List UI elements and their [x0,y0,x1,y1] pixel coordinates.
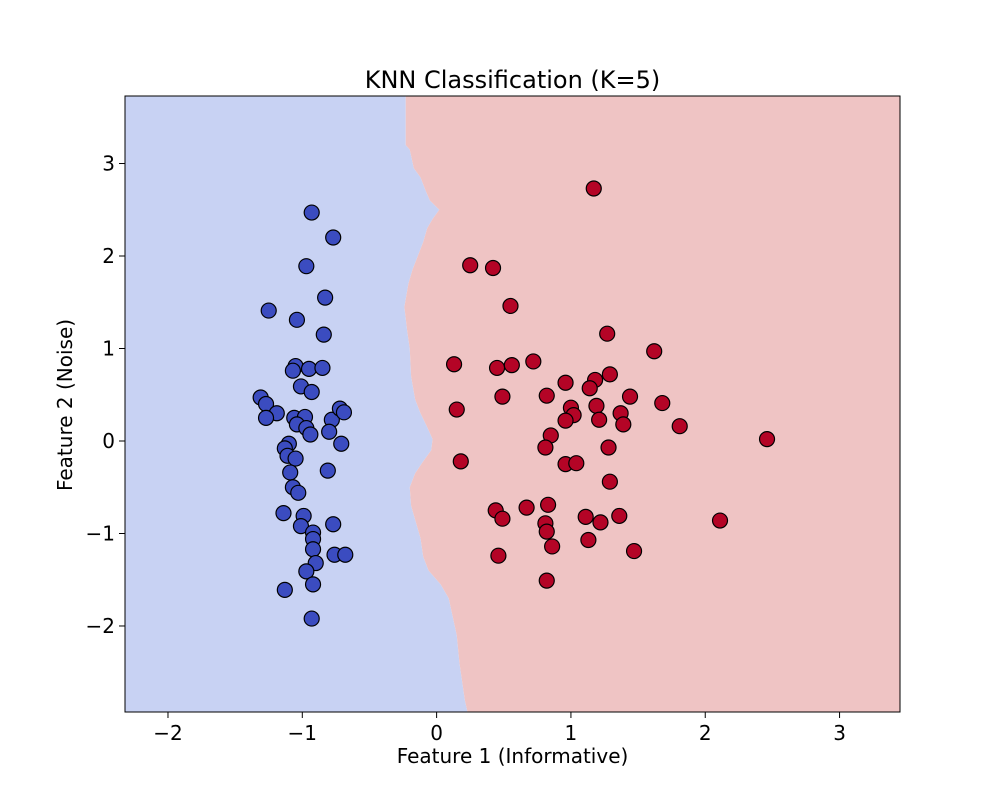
point-class-1-24 [591,411,608,428]
point-class-1-13 [581,380,598,397]
point-class-1-16 [621,388,639,405]
point-class-0-35 [275,505,292,522]
point-class-0-41 [304,541,322,558]
decision-region-class-0 [125,96,468,712]
point-class-1-26 [671,418,688,435]
point-class-1-6 [445,356,463,373]
point-class-0-4 [260,302,277,319]
point-class-1-4 [599,325,616,342]
point-class-1-45 [580,531,597,549]
point-class-1-44 [711,512,729,529]
y-tick-label: 2 [102,244,115,268]
point-class-0-31 [282,464,299,481]
point-class-1-43 [538,523,555,540]
point-class-1-47 [625,542,643,560]
y-tick-label: 0 [102,429,115,453]
point-class-0-1 [325,229,342,246]
decision-region-class-1 [404,96,900,712]
data-points [252,180,776,627]
point-class-0-0 [303,204,320,221]
point-class-1-8 [503,357,520,374]
point-class-1-12 [557,374,574,391]
x-tick-label: 1 [565,721,578,745]
point-class-0-34 [290,484,307,501]
point-class-1-10 [601,366,618,383]
x-tick-label: 0 [430,721,443,745]
y-tick-label: −2 [86,614,115,638]
point-class-0-2 [298,258,315,275]
point-class-0-24 [302,426,319,443]
point-class-0-25 [321,423,338,440]
plot-area [125,96,900,712]
point-class-0-21 [335,404,353,421]
point-class-0-9 [300,360,318,377]
point-class-0-16 [257,409,275,426]
x-axis: −2 −1 0 1 2 3 [153,712,846,745]
point-class-1-5 [646,343,663,360]
x-tick-label: −1 [288,721,317,745]
point-class-1-15 [538,387,555,404]
point-class-0-26 [333,435,350,452]
point-class-1-34 [601,473,618,490]
y-tick-label: 1 [102,337,115,361]
point-class-0-43 [337,546,354,563]
point-class-0-32 [319,462,336,479]
point-class-1-23 [557,412,574,429]
point-class-1-14 [494,388,511,405]
point-class-1-3 [502,297,519,315]
point-class-1-0 [585,180,602,197]
point-class-0-48 [303,610,320,627]
point-class-1-9 [525,353,542,370]
point-class-1-29 [537,439,554,456]
y-axis-label: Feature 2 (Noise) [53,319,77,491]
point-class-1-17 [654,394,671,412]
point-class-0-45 [298,563,315,580]
point-class-1-28 [758,431,776,448]
point-class-0-12 [303,383,320,401]
point-class-0-10 [314,359,331,377]
x-tick-label: 3 [833,721,846,745]
chart-title: KNN Classification (K=5) [365,66,661,94]
point-class-1-20 [448,401,465,418]
point-class-1-39 [577,508,594,525]
point-class-0-46 [304,576,322,593]
point-class-0-39 [325,516,342,533]
point-class-1-46 [544,538,561,555]
point-class-1-30 [600,439,617,456]
y-tick-label: −1 [86,521,115,545]
point-class-1-35 [539,496,557,513]
point-class-0-3 [317,289,334,306]
x-tick-label: −2 [153,721,182,745]
point-class-1-48 [490,547,507,564]
y-tick-label: 3 [102,152,115,176]
plot-frame [124,95,901,713]
point-class-1-49 [538,572,555,589]
point-class-1-38 [494,510,511,527]
point-class-1-1 [462,257,479,274]
point-class-1-18 [588,397,605,414]
point-class-1-33 [568,455,585,472]
y-axis: −2 −1 0 1 2 3 [86,152,125,638]
x-axis-label: Feature 1 (Informative) [397,744,629,768]
point-class-0-5 [288,311,306,328]
point-class-1-2 [484,259,502,277]
point-class-0-8 [284,362,301,379]
point-class-1-7 [488,359,506,377]
point-class-1-31 [452,453,469,470]
x-tick-label: 2 [699,721,712,745]
point-class-1-41 [592,514,609,531]
point-class-0-6 [315,326,332,343]
point-class-1-40 [611,507,628,525]
point-class-0-47 [276,581,293,599]
point-class-1-36 [518,499,535,516]
point-class-1-25 [615,416,632,433]
point-class-0-30 [287,450,304,467]
